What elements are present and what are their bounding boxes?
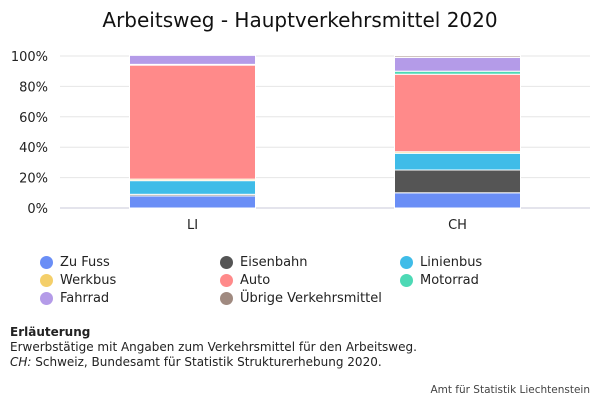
legend-label: Werkbus xyxy=(60,273,117,288)
legend-swatch xyxy=(220,274,233,287)
legend-swatch xyxy=(400,256,413,269)
bar-segment[interactable] xyxy=(129,53,256,56)
legend-label: Zu Fuss xyxy=(60,255,110,270)
legend-item[interactable]: Eisenbahn xyxy=(220,254,400,271)
notes-line: Erwerbstätige mit Angaben zum Verkehrsmi… xyxy=(10,340,417,354)
chart-title: Arbeitsweg - Hauptverkehrsmittel 2020 xyxy=(102,8,498,32)
legend-swatch xyxy=(40,256,53,269)
bar-segment[interactable] xyxy=(394,192,521,209)
bar-segment[interactable] xyxy=(129,54,256,65)
y-tick-label: 100% xyxy=(11,50,48,65)
legend-swatch xyxy=(220,292,233,305)
x-category-label: LI xyxy=(187,218,198,233)
y-tick-label: 0% xyxy=(27,202,48,217)
source-text: Schweiz, Bundesamt für Statistik Struktu… xyxy=(31,355,382,369)
legend-label: Linienbus xyxy=(420,255,483,270)
legend-swatch xyxy=(400,274,413,287)
y-tick-label: 80% xyxy=(19,80,48,95)
legend-item[interactable]: Motorrad xyxy=(400,272,580,289)
legend-label: Übrige Verkehrsmittel xyxy=(240,291,382,306)
notes: Erläuterung Erwerbstätige mit Angaben zu… xyxy=(10,325,417,370)
legend-item[interactable]: Auto xyxy=(220,272,400,289)
legend-label: Eisenbahn xyxy=(240,255,308,270)
notes-source: CH: Schweiz, Bundesamt für Statistik Str… xyxy=(10,355,417,370)
legend-swatch xyxy=(220,256,233,269)
source-label: CH: xyxy=(10,355,32,369)
legend-label: Motorrad xyxy=(420,273,479,288)
notes-heading: Erläuterung xyxy=(10,325,91,339)
stacked-bar-chart: 0% 20% 40% 60% 80% 100% LI CH xyxy=(11,50,590,233)
credit: Amt für Statistik Liechtenstein xyxy=(430,384,590,396)
bar-segment[interactable] xyxy=(394,55,521,59)
bar-segment[interactable] xyxy=(394,152,521,171)
bar-segment[interactable] xyxy=(129,180,256,195)
legend-item[interactable]: Linienbus xyxy=(400,254,580,271)
legend-item[interactable]: Übrige Verkehrsmittel xyxy=(220,290,400,307)
bar-segment[interactable] xyxy=(129,195,256,209)
legend-label: Fahrrad xyxy=(60,291,110,306)
bar-segment[interactable] xyxy=(394,169,521,194)
legend-swatch xyxy=(40,274,53,287)
legend-swatch xyxy=(40,292,53,305)
y-tick-label: 40% xyxy=(19,141,48,156)
legend-item[interactable]: Werkbus xyxy=(40,272,220,289)
legend-label: Auto xyxy=(240,273,271,288)
legend: Zu Fuss Eisenbahn Linienbus Werkbus Auto Moto… xyxy=(40,254,580,307)
bar-segment[interactable] xyxy=(394,73,521,153)
x-category-label: CH xyxy=(448,218,467,233)
bar-segment[interactable] xyxy=(129,64,256,180)
y-tick-label: 60% xyxy=(19,111,48,126)
y-tick-label: 20% xyxy=(19,172,48,187)
legend-item[interactable]: Zu Fuss xyxy=(40,254,220,271)
legend-item[interactable]: Fahrrad xyxy=(40,290,220,307)
bar-segment[interactable] xyxy=(394,57,521,72)
